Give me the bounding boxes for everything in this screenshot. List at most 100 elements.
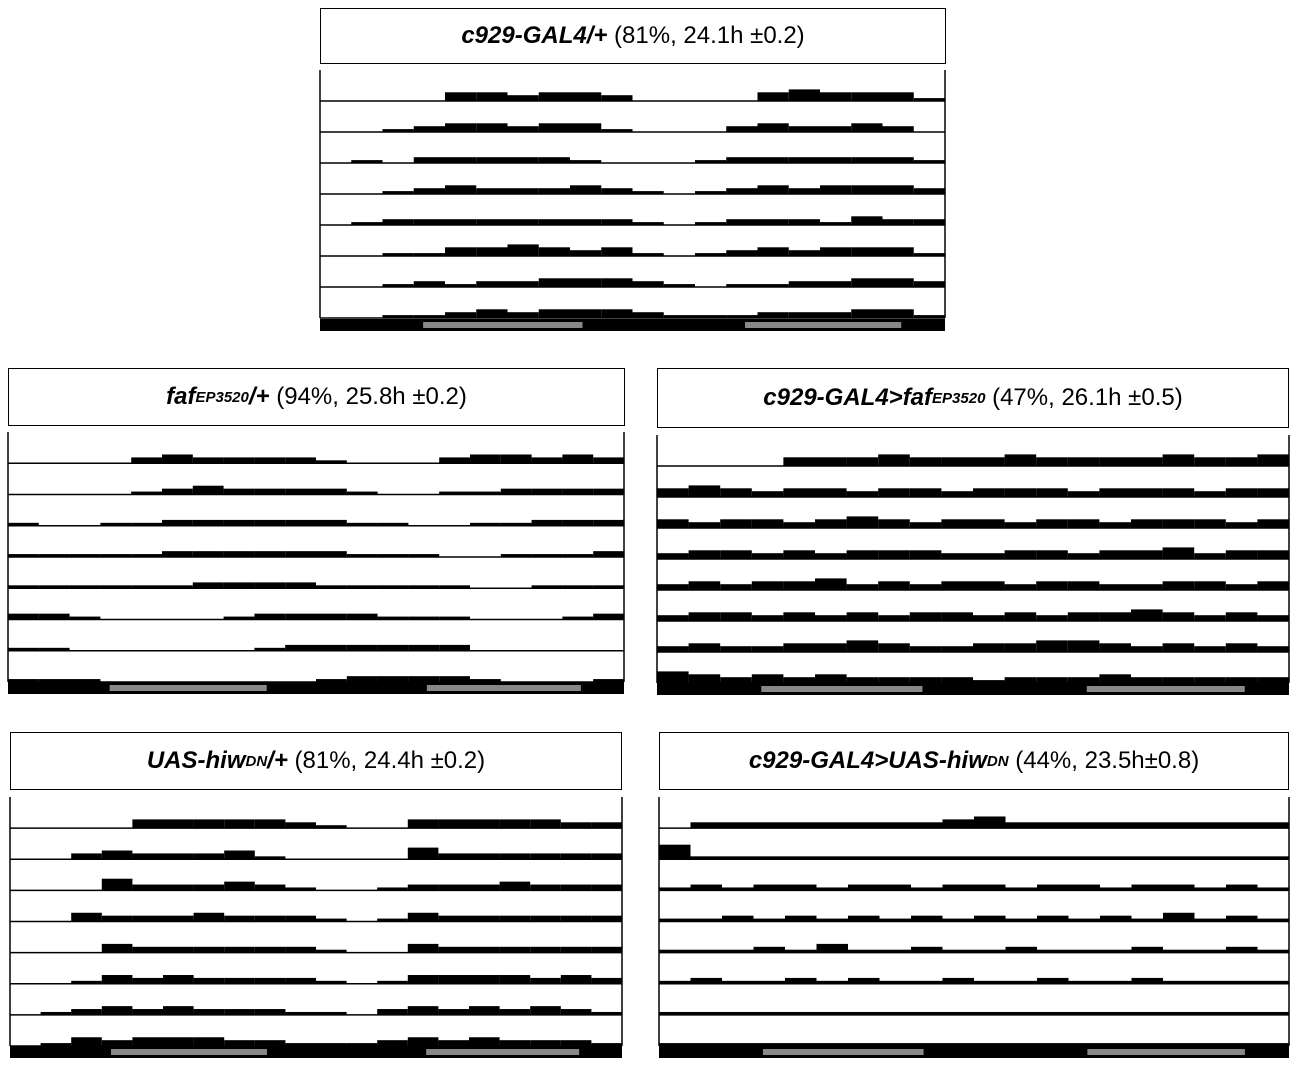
activity-bar [815,674,847,683]
activity-bar [407,819,439,829]
activity-bar [878,643,910,652]
activity-bar [285,644,316,651]
activity-bar [909,677,942,683]
activity-bar [500,454,532,464]
activity-bar [438,946,469,953]
activity-bar [192,519,224,526]
activity-bar [1163,1011,1195,1015]
title-superscript: EP3520 [195,388,249,406]
activity-bar [913,253,945,256]
activity-bar [593,613,624,620]
activity-bar [879,884,911,891]
activity-bar [816,856,848,860]
activity-bar [848,856,880,860]
activity-bar [879,980,911,984]
activity-bar [942,977,974,984]
panel-title: UAS-hiw DN/+ (81%, 24.4h ±0.2) [10,732,622,790]
activity-bar [1131,550,1163,559]
activity-bar [316,949,347,953]
activity-bar [601,309,633,318]
activity-bar [346,1043,378,1046]
activity-bar [657,646,689,652]
activity-bar [1226,946,1258,953]
activity-bar [530,1006,561,1015]
activity-bar [1225,457,1258,466]
activity-bar [1257,615,1289,621]
activity-bar [941,612,973,621]
activity-bar [346,554,378,557]
activity-bar [1005,946,1037,953]
activity-bar [820,281,852,287]
activity-bar [820,92,852,101]
activity-bar [1068,918,1100,922]
activity-bar [788,281,820,287]
activity-bar [316,644,347,651]
activity-bar [132,915,163,922]
activity-bar [882,278,914,287]
activity-bar [531,519,563,526]
activity-bar [1099,674,1131,683]
activity-bar [254,647,286,651]
activity-bar [1100,949,1132,953]
activity-bar [1067,519,1100,528]
activity-bar [820,185,852,194]
activity-bar [163,853,194,860]
activity-bar [163,946,194,953]
activity-bar [1257,646,1289,652]
activity-bar [530,853,561,860]
activity-bar [445,123,477,132]
activity-bar [570,219,602,225]
activity-bar [1225,522,1258,528]
activity-bar [377,585,409,589]
activity-bar [942,949,974,953]
activity-bar [438,975,469,984]
activity-bar [1226,980,1258,984]
activity-bar [846,640,879,652]
activity-bar [820,247,852,256]
activity-bar [254,977,286,984]
activity-bar [720,488,752,497]
activity-bar [659,980,691,984]
activity-bar [783,643,815,652]
title-text: (81%, 24.1h ±0.2) [607,22,805,49]
activity-bar [815,578,847,590]
activity-bar [720,612,752,621]
activity-bar [726,126,758,132]
activity-bar [101,1006,133,1015]
activity-bar [695,222,727,225]
activity-bar [470,491,501,495]
activity-bar [1225,550,1258,559]
activity-bar [507,157,539,163]
activity-bar [346,676,378,682]
panel-title: c929-GAL4/+ (81%, 24.1h ±0.2) [320,8,946,64]
activity-bar [285,887,316,891]
activity-bar [469,853,500,860]
ld-light [426,1049,580,1055]
activity-bar [69,616,101,620]
activity-bar [507,126,539,132]
activity-bar [1225,643,1258,652]
activity-bar [911,1043,943,1046]
activity-bar [593,585,624,589]
activity-bar [1194,615,1226,621]
activity-bar [941,553,973,559]
activity-bar [690,949,722,953]
activity-bar [1225,612,1258,621]
activity-bar [1225,677,1258,683]
activity-bar [911,946,943,953]
activity-bar [942,1043,974,1046]
activity-bar [162,454,193,464]
activity-bar [316,825,347,829]
activity-bar [132,1009,163,1015]
activity-bar [439,585,470,589]
activity-bar [1037,856,1069,860]
activity-bar [562,488,594,495]
activity-bar [192,457,224,464]
activity-bar [1226,1043,1258,1046]
activity-bar [785,884,817,891]
activity-bar [445,284,477,287]
activity-bar [882,126,914,132]
activity-bar [1257,454,1289,466]
activity-bar [377,554,409,557]
activity-bar [101,878,133,891]
